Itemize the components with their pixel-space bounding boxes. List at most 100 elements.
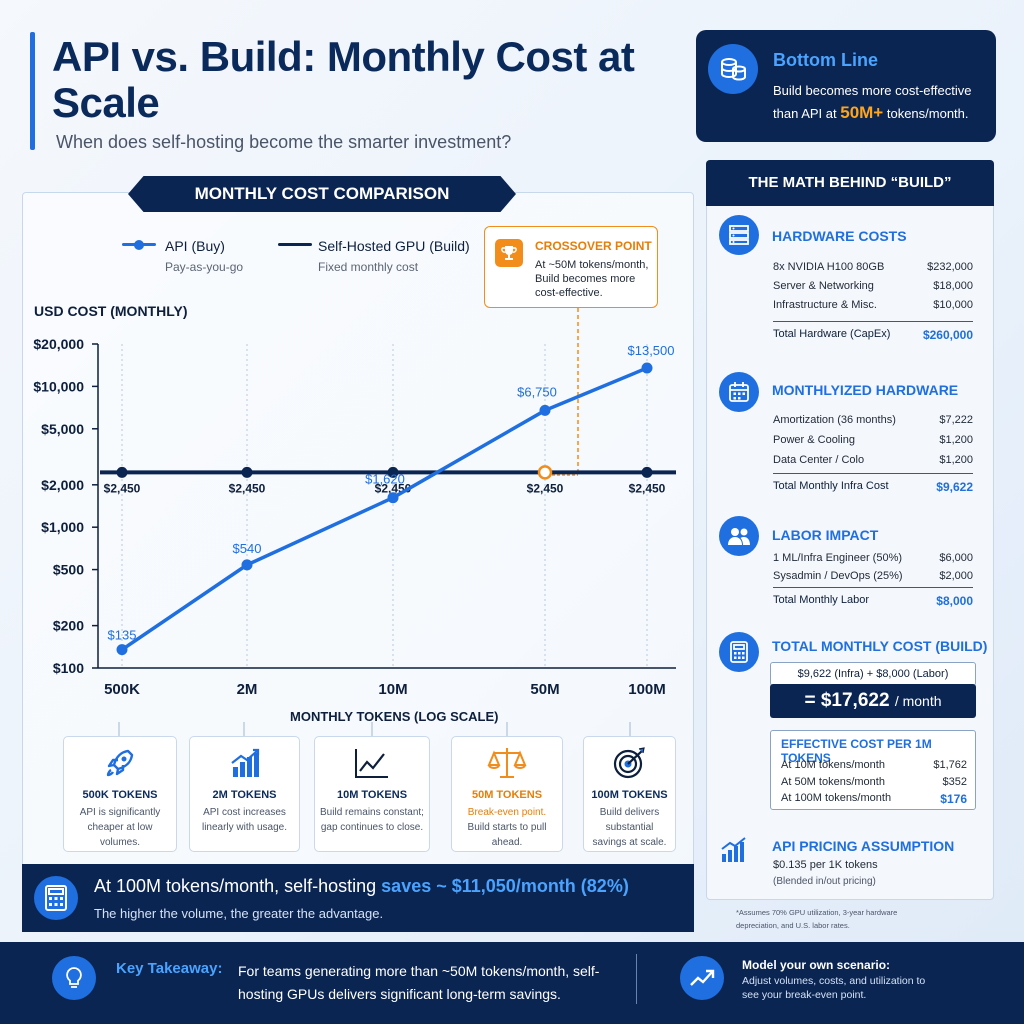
api-data-point [387, 492, 399, 504]
y-axis-label: USD COST (MONTHLY) [34, 303, 188, 319]
token-card-desc: API is significantly cheaper at low volu… [79, 807, 161, 848]
total-result-unit: / month [894, 693, 942, 709]
legend-build-label: Self-Hosted GPU (Build) [318, 238, 470, 254]
x-tick-label: 100M [628, 681, 666, 698]
row-label: Data Center / Colo [773, 454, 865, 466]
token-card-desc-highlight: Break-even point. [467, 807, 547, 818]
bottom-line-text: Build becomes more cost-effective than A… [773, 80, 988, 125]
token-card-desc: API cost increases linearly with usage. [201, 807, 288, 833]
bottom-line-title: Bottom Line [773, 50, 878, 70]
hardware-row: Infrastructure & Misc. $10,000 [773, 299, 973, 311]
token-card-desc: Build remains constant; gap continues to… [320, 807, 424, 833]
scale-icon [452, 745, 562, 781]
build-data-point [116, 466, 128, 478]
y-tick-label: $500 [53, 562, 84, 578]
row-label: Sysadmin / DevOps (25%) [773, 570, 903, 582]
labor-row: 1 ML/Infra Engineer (50%) $6,000 [773, 552, 973, 564]
lightbulb-icon [52, 956, 96, 1000]
hardware-row: 8x NVIDIA H100 80GB $232,000 [773, 261, 973, 273]
total-label: Total Monthly Labor [773, 594, 869, 606]
total-value: $8,000 [936, 594, 973, 608]
coins-icon [708, 44, 758, 94]
token-card-100m: 100M TOKENS Build delivers substantial s… [583, 736, 676, 852]
effective-row: At 50M tokens/month $352 [781, 776, 967, 788]
bottom-line-highlight: 50M+ [840, 103, 884, 122]
legend-api [122, 239, 156, 250]
effective-row: At 100M tokens/month $176 [781, 792, 967, 806]
token-card-title: 2M TOKENS [212, 789, 277, 801]
footer-bar: Key Takeaway: For teams generating more … [0, 942, 1024, 1024]
token-card-title: 100M TOKENS [591, 789, 668, 801]
api-data-point [116, 644, 128, 656]
token-card-50m: 50M TOKENS Break-even point. Build start… [451, 736, 563, 852]
row-value: $176 [940, 792, 967, 806]
effective-cost-box: EFFECTIVE COST PER 1M TOKENS At 10M toke… [770, 730, 976, 810]
api-pricing-rate: $0.135 per 1K tokens [773, 859, 878, 871]
y-tick-label: $10,000 [33, 378, 84, 394]
api-data-label: $1,620 [365, 472, 405, 487]
api-series-line [121, 366, 648, 652]
y-tick-label: $1,000 [41, 519, 84, 535]
cta-text: Adjust volumes, costs, and utilization t… [742, 975, 926, 1001]
card-connectors [118, 722, 631, 736]
trophy-icon [495, 239, 523, 267]
footer-divider [636, 954, 637, 1004]
token-card-2m: 2M TOKENS API cost increases linearly wi… [189, 736, 300, 852]
bottom-line-text-before: Build becomes more cost-effective than A… [773, 83, 972, 121]
y-tick-label: $200 [53, 618, 84, 634]
assumptions-footnote: *Assumes 70% GPU utilization, 3-year har… [736, 908, 898, 930]
labor-total-row: Total Monthly Labor $8,000 [773, 587, 973, 608]
monthly-total-row: Total Monthly Infra Cost $9,622 [773, 473, 973, 494]
cost-line-chart: $100 $200 $500 $1,000 $2,000 $5,000 $10,000 $20… [33, 308, 676, 698]
title-accent-bar [30, 32, 35, 150]
monthlyized-hardware-title: MONTHLYIZED HARDWARE [772, 382, 959, 398]
row-value: $6,000 [939, 552, 973, 564]
total-result: = $17,622 / month [770, 684, 976, 718]
people-icon [719, 516, 759, 556]
page-subtitle: When does self-hosting become the smarte… [56, 132, 512, 152]
token-card-title: 50M TOKENS [471, 789, 543, 801]
chart-banner: MONTHLY COST COMPARISON [128, 176, 516, 212]
cta-title: Model your own scenario: [742, 958, 891, 972]
token-card-desc-rest: Build starts to pull ahead. [467, 822, 547, 848]
y-tick-label: $100 [53, 660, 84, 676]
total-label: Total Monthly Infra Cost [773, 480, 889, 492]
row-label: Amortization (36 months) [773, 414, 896, 426]
bar-chart-icon [190, 745, 299, 781]
api-pricing-note: (Blended in/out pricing) [773, 876, 876, 887]
savings-banner: At 100M tokens/month, self-hosting saves… [22, 864, 694, 932]
build-data-label: $2,450 [629, 481, 666, 495]
savings-main-before: At 100M tokens/month, self-hosting [94, 876, 377, 896]
api-data-label: $13,500 [628, 343, 675, 358]
legend-api-label: API (Buy) [165, 238, 225, 254]
token-card-500k: 500K TOKENS API is significantly cheaper… [63, 736, 177, 852]
row-label: 1 ML/Infra Engineer (50%) [773, 552, 903, 564]
build-data-label: $2,450 [229, 481, 266, 495]
row-label: At 50M tokens/month [781, 776, 885, 788]
row-value: $1,762 [933, 759, 967, 771]
effective-cost-title: EFFECTIVE COST PER 1M TOKENS [781, 737, 932, 765]
total-value: $9,622 [936, 480, 973, 494]
savings-main-text: At 100M tokens/month, self-hosting saves… [94, 876, 629, 897]
row-value: $18,000 [933, 280, 973, 292]
x-axis-label: MONTHLY TOKENS (LOG SCALE) [290, 709, 499, 724]
api-data-label: $540 [233, 541, 262, 556]
row-label: Power & Cooling [773, 434, 855, 446]
api-data-label: $135 [108, 628, 137, 643]
row-label: At 100M tokens/month [781, 792, 892, 804]
legend-build-sublabel: Fixed monthly cost [318, 260, 419, 274]
calendar-icon [719, 372, 759, 412]
labor-row: Sysadmin / DevOps (25%) $2,000 [773, 570, 973, 582]
token-card-title: 500K TOKENS [82, 789, 158, 801]
effective-row: At 10M tokens/month $1,762 [781, 759, 967, 771]
key-takeaway-text: For teams generating more than ~50M toke… [238, 963, 600, 1002]
token-card-desc: Break-even point. Build starts to pull a… [456, 805, 558, 850]
monthly-row: Data Center / Colo $1,200 [773, 454, 973, 466]
build-data-point [241, 466, 253, 478]
row-value: $1,200 [939, 454, 973, 466]
build-data-label: $2,450 [527, 481, 564, 495]
growth-chart-icon [719, 834, 749, 869]
crossover-callout: CROSSOVER POINT At ~50M tokens/month, Bu… [484, 226, 658, 308]
row-value: $1,200 [939, 434, 973, 446]
row-label: At 10M tokens/month [781, 759, 885, 771]
